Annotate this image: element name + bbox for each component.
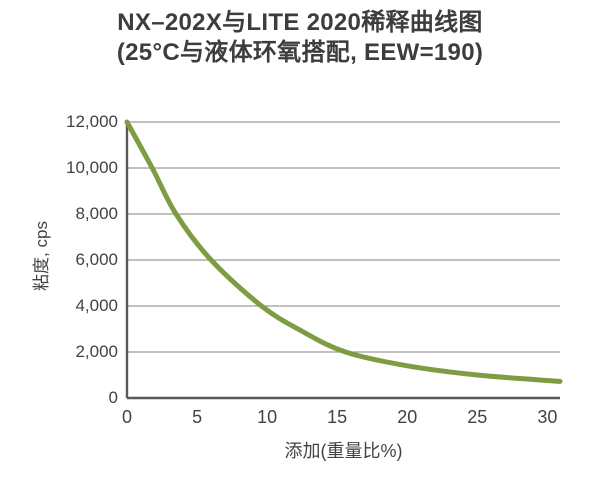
chart-title-line2: (25°C与液体环氧搭配, EEW=190) <box>116 39 484 66</box>
dilution-curve <box>124 119 563 384</box>
x-axis-title: 添加(重量比%) <box>284 441 403 461</box>
y-tick-label: 4,000 <box>75 296 118 315</box>
y-tick-label: 0 <box>108 388 118 407</box>
x-tick-label: 0 <box>121 407 132 427</box>
x-tick-label: 10 <box>257 407 278 427</box>
chart-title-line1: NX–202X与LITE 2020稀释曲线图 <box>117 9 483 36</box>
x-tick-label: 30 <box>537 407 558 427</box>
x-tick-label: 15 <box>327 407 348 427</box>
y-tick-label: 6,000 <box>75 250 118 269</box>
x-tick-label: 5 <box>192 407 203 427</box>
chart-title: NX–202X与LITE 2020稀释曲线图 (25°C与液体环氧搭配, EEW… <box>0 8 600 68</box>
y-tick-label: 2,000 <box>75 342 118 361</box>
x-tick-label: 25 <box>467 407 488 427</box>
y-tick-label: 12,000 <box>66 112 118 131</box>
x-tick-label: 20 <box>397 407 418 427</box>
y-tick-label: 8,000 <box>75 204 118 223</box>
y-tick-label: 10,000 <box>66 158 118 177</box>
